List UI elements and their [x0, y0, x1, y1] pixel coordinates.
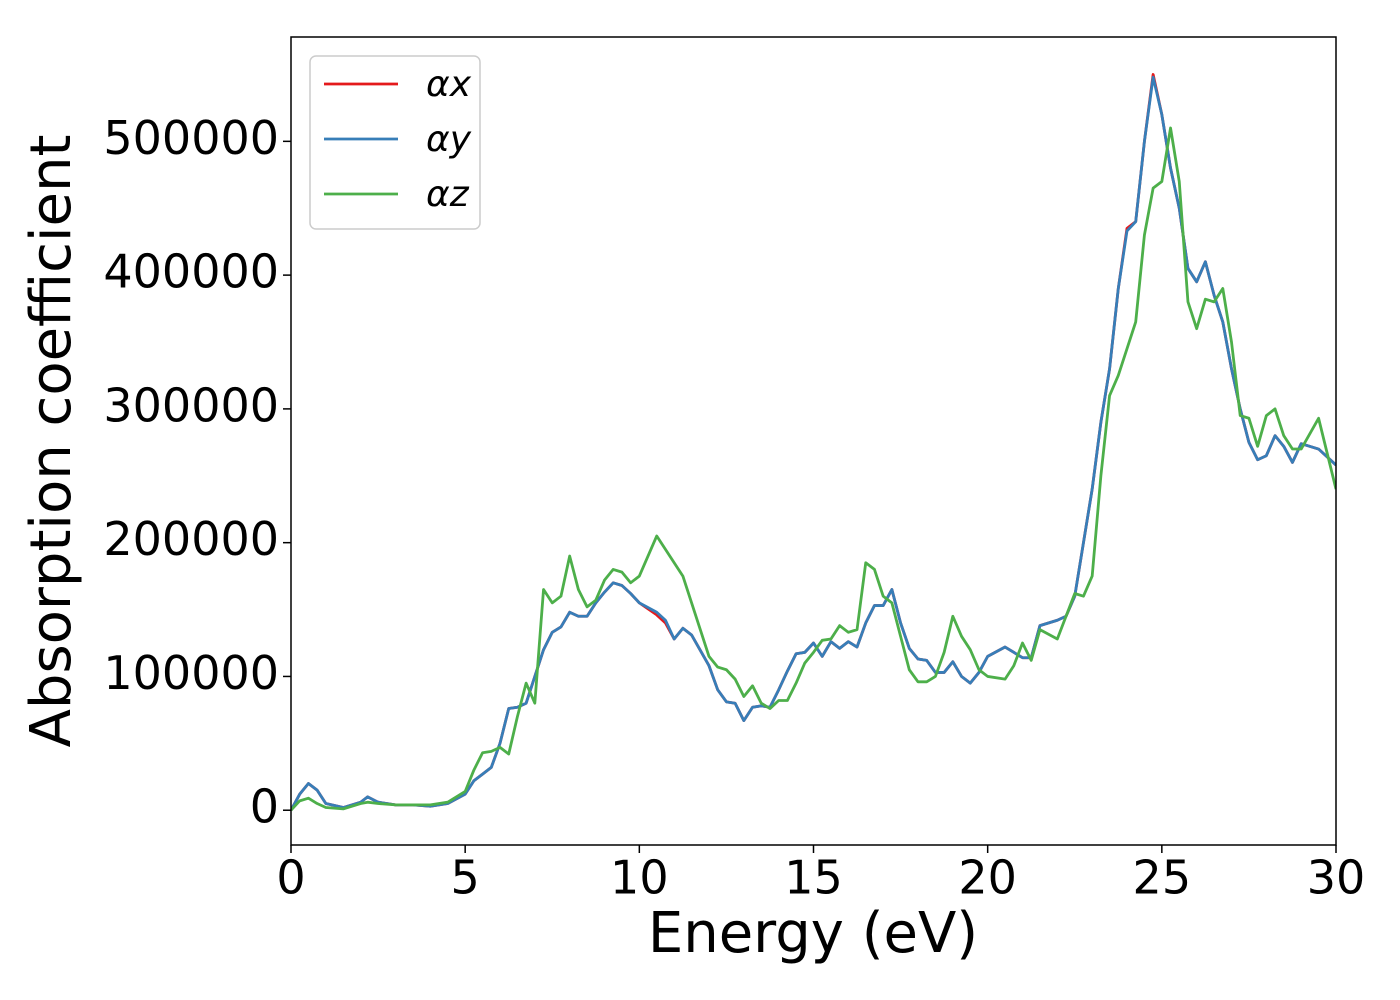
x-axis-label: Energy (eV) [648, 901, 978, 966]
x-tick-label: 20 [958, 851, 1017, 905]
y-tick-label: 400000 [103, 245, 279, 299]
legend-label: αy [426, 119, 472, 160]
y-tick-label: 300000 [103, 378, 279, 432]
y-tick-label: 100000 [103, 646, 279, 700]
legend-label: αx [426, 64, 472, 105]
x-tick-label: 10 [610, 851, 669, 905]
legend-label: αz [426, 174, 470, 215]
data-line [291, 126, 1336, 812]
y-tick-label: 0 [250, 780, 279, 834]
x-tick-label: 15 [784, 851, 843, 905]
x-tick-label: 0 [276, 851, 305, 905]
x-tick-label: 30 [1307, 851, 1366, 905]
y-tick-label: 200000 [103, 512, 279, 566]
y-axis-label: Absorption coefficient [19, 135, 84, 748]
x-tick-label: 5 [451, 851, 480, 905]
y-tick-label: 500000 [103, 111, 279, 165]
plot-frame [290, 36, 1337, 846]
x-tick-label: 25 [1133, 851, 1192, 905]
legend-box [309, 55, 481, 230]
data-line [291, 75, 1336, 811]
